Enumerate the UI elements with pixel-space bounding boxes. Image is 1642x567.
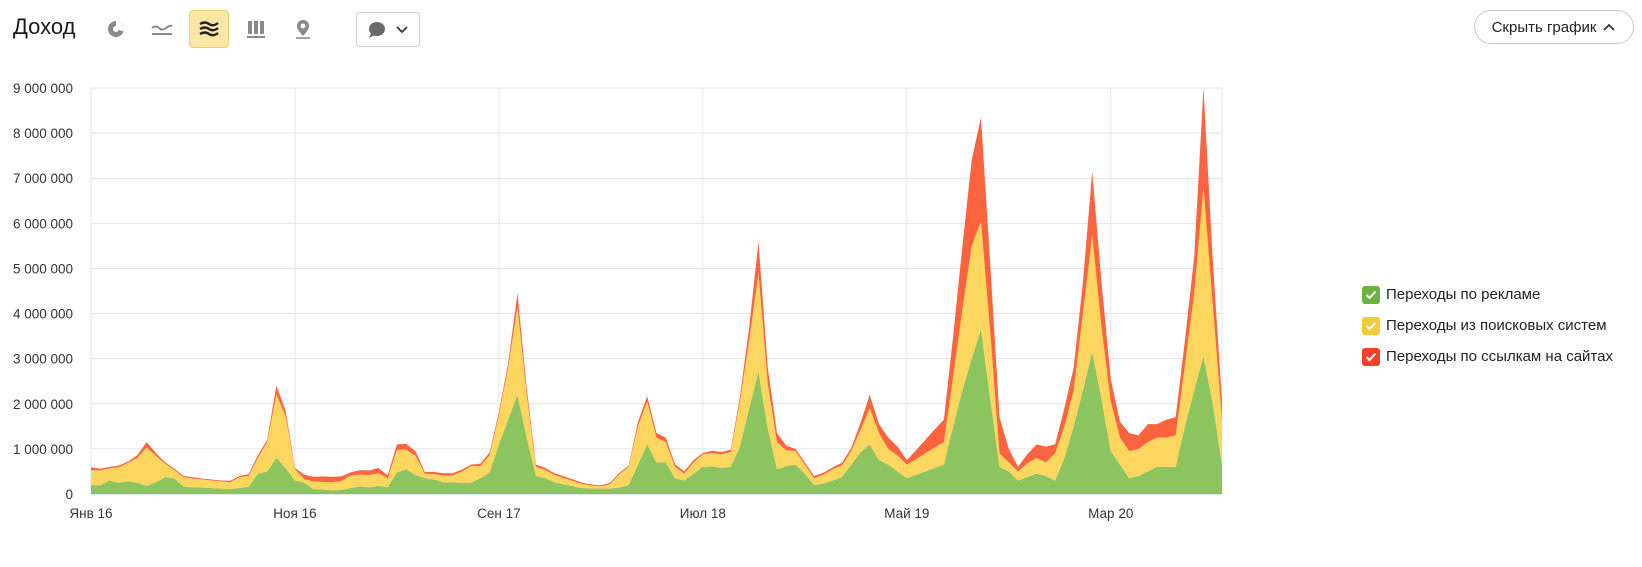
x-tick-label: Июл 18	[680, 506, 726, 521]
x-tick-label: Сен 17	[477, 506, 520, 521]
legend-label: Переходы из поисковых систем	[1386, 317, 1607, 334]
chevron-down-icon	[396, 25, 408, 33]
chart-grid	[90, 87, 1223, 495]
y-tick-label: 3 000 000	[13, 352, 73, 367]
x-axis-labels: Янв 16 Ноя 16 Сен 17 Июл 18 Май 19 Мар 20	[69, 506, 1133, 521]
series-area-1[interactable]	[91, 329, 1222, 494]
y-tick-label: 0	[65, 487, 73, 502]
legend-item[interactable]: Переходы из поисковых систем	[1362, 310, 1613, 341]
line-chart-icon	[151, 24, 173, 35]
y-tick-label: 9 000 000	[13, 81, 73, 96]
legend-label: Переходы по рекламе	[1386, 286, 1541, 303]
legend-item[interactable]: Переходы по рекламе	[1362, 279, 1613, 310]
y-tick-label: 6 000 000	[13, 216, 73, 231]
chart-header: Доход	[0, 0, 1642, 60]
y-tick-label: 8 000 000	[13, 126, 73, 141]
chart-legend: Переходы по рекламе Переходы из поисковых…	[1362, 279, 1613, 372]
map-button[interactable]	[283, 10, 323, 48]
stacked-area-chart: 0 1 000 000 2 000 000 3 000 000 4 000 000 5 0…	[13, 81, 1223, 521]
legend-label: Переходы по ссылкам на сайтах	[1386, 348, 1613, 365]
series-area-2[interactable]	[91, 187, 1222, 491]
stacked-area-button[interactable]	[189, 10, 229, 48]
pie-chart-button[interactable]	[96, 10, 136, 48]
comment-bubble-icon	[369, 21, 385, 38]
checkbox-checked-icon[interactable]	[1362, 316, 1380, 335]
x-tick-label: Янв 16	[69, 506, 112, 521]
y-axis-labels: 0 1 000 000 2 000 000 3 000 000 4 000 000 5 0…	[13, 81, 73, 502]
bar-chart-icon	[247, 21, 265, 38]
checkbox-checked-icon[interactable]	[1362, 285, 1380, 304]
x-tick-label: Ноя 16	[273, 506, 316, 521]
x-tick-label: Мар 20	[1088, 506, 1133, 521]
comments-dropdown[interactable]	[356, 12, 420, 47]
stacked-area-icon	[199, 21, 219, 37]
map-pin-icon	[296, 20, 310, 39]
hide-chart-button[interactable]: Скрыть график	[1474, 10, 1634, 44]
bar-chart-button[interactable]	[236, 10, 276, 48]
pie-chart-icon	[108, 21, 124, 37]
hide-chart-label: Скрыть график	[1491, 18, 1597, 36]
y-tick-label: 7 000 000	[13, 171, 73, 186]
x-tick-label: Май 19	[884, 506, 929, 521]
y-tick-label: 2 000 000	[13, 397, 73, 412]
legend-item[interactable]: Переходы по ссылкам на сайтах	[1362, 341, 1613, 372]
y-tick-label: 4 000 000	[13, 307, 73, 322]
series-area-3[interactable]	[91, 88, 1222, 487]
y-tick-label: 1 000 000	[13, 442, 73, 457]
chevron-up-icon	[1603, 23, 1616, 31]
line-chart-button[interactable]	[142, 10, 182, 48]
y-tick-label: 5 000 000	[13, 261, 73, 276]
page-title: Доход	[13, 14, 76, 39]
checkbox-checked-icon[interactable]	[1362, 347, 1380, 366]
chart-areas	[91, 88, 1222, 494]
